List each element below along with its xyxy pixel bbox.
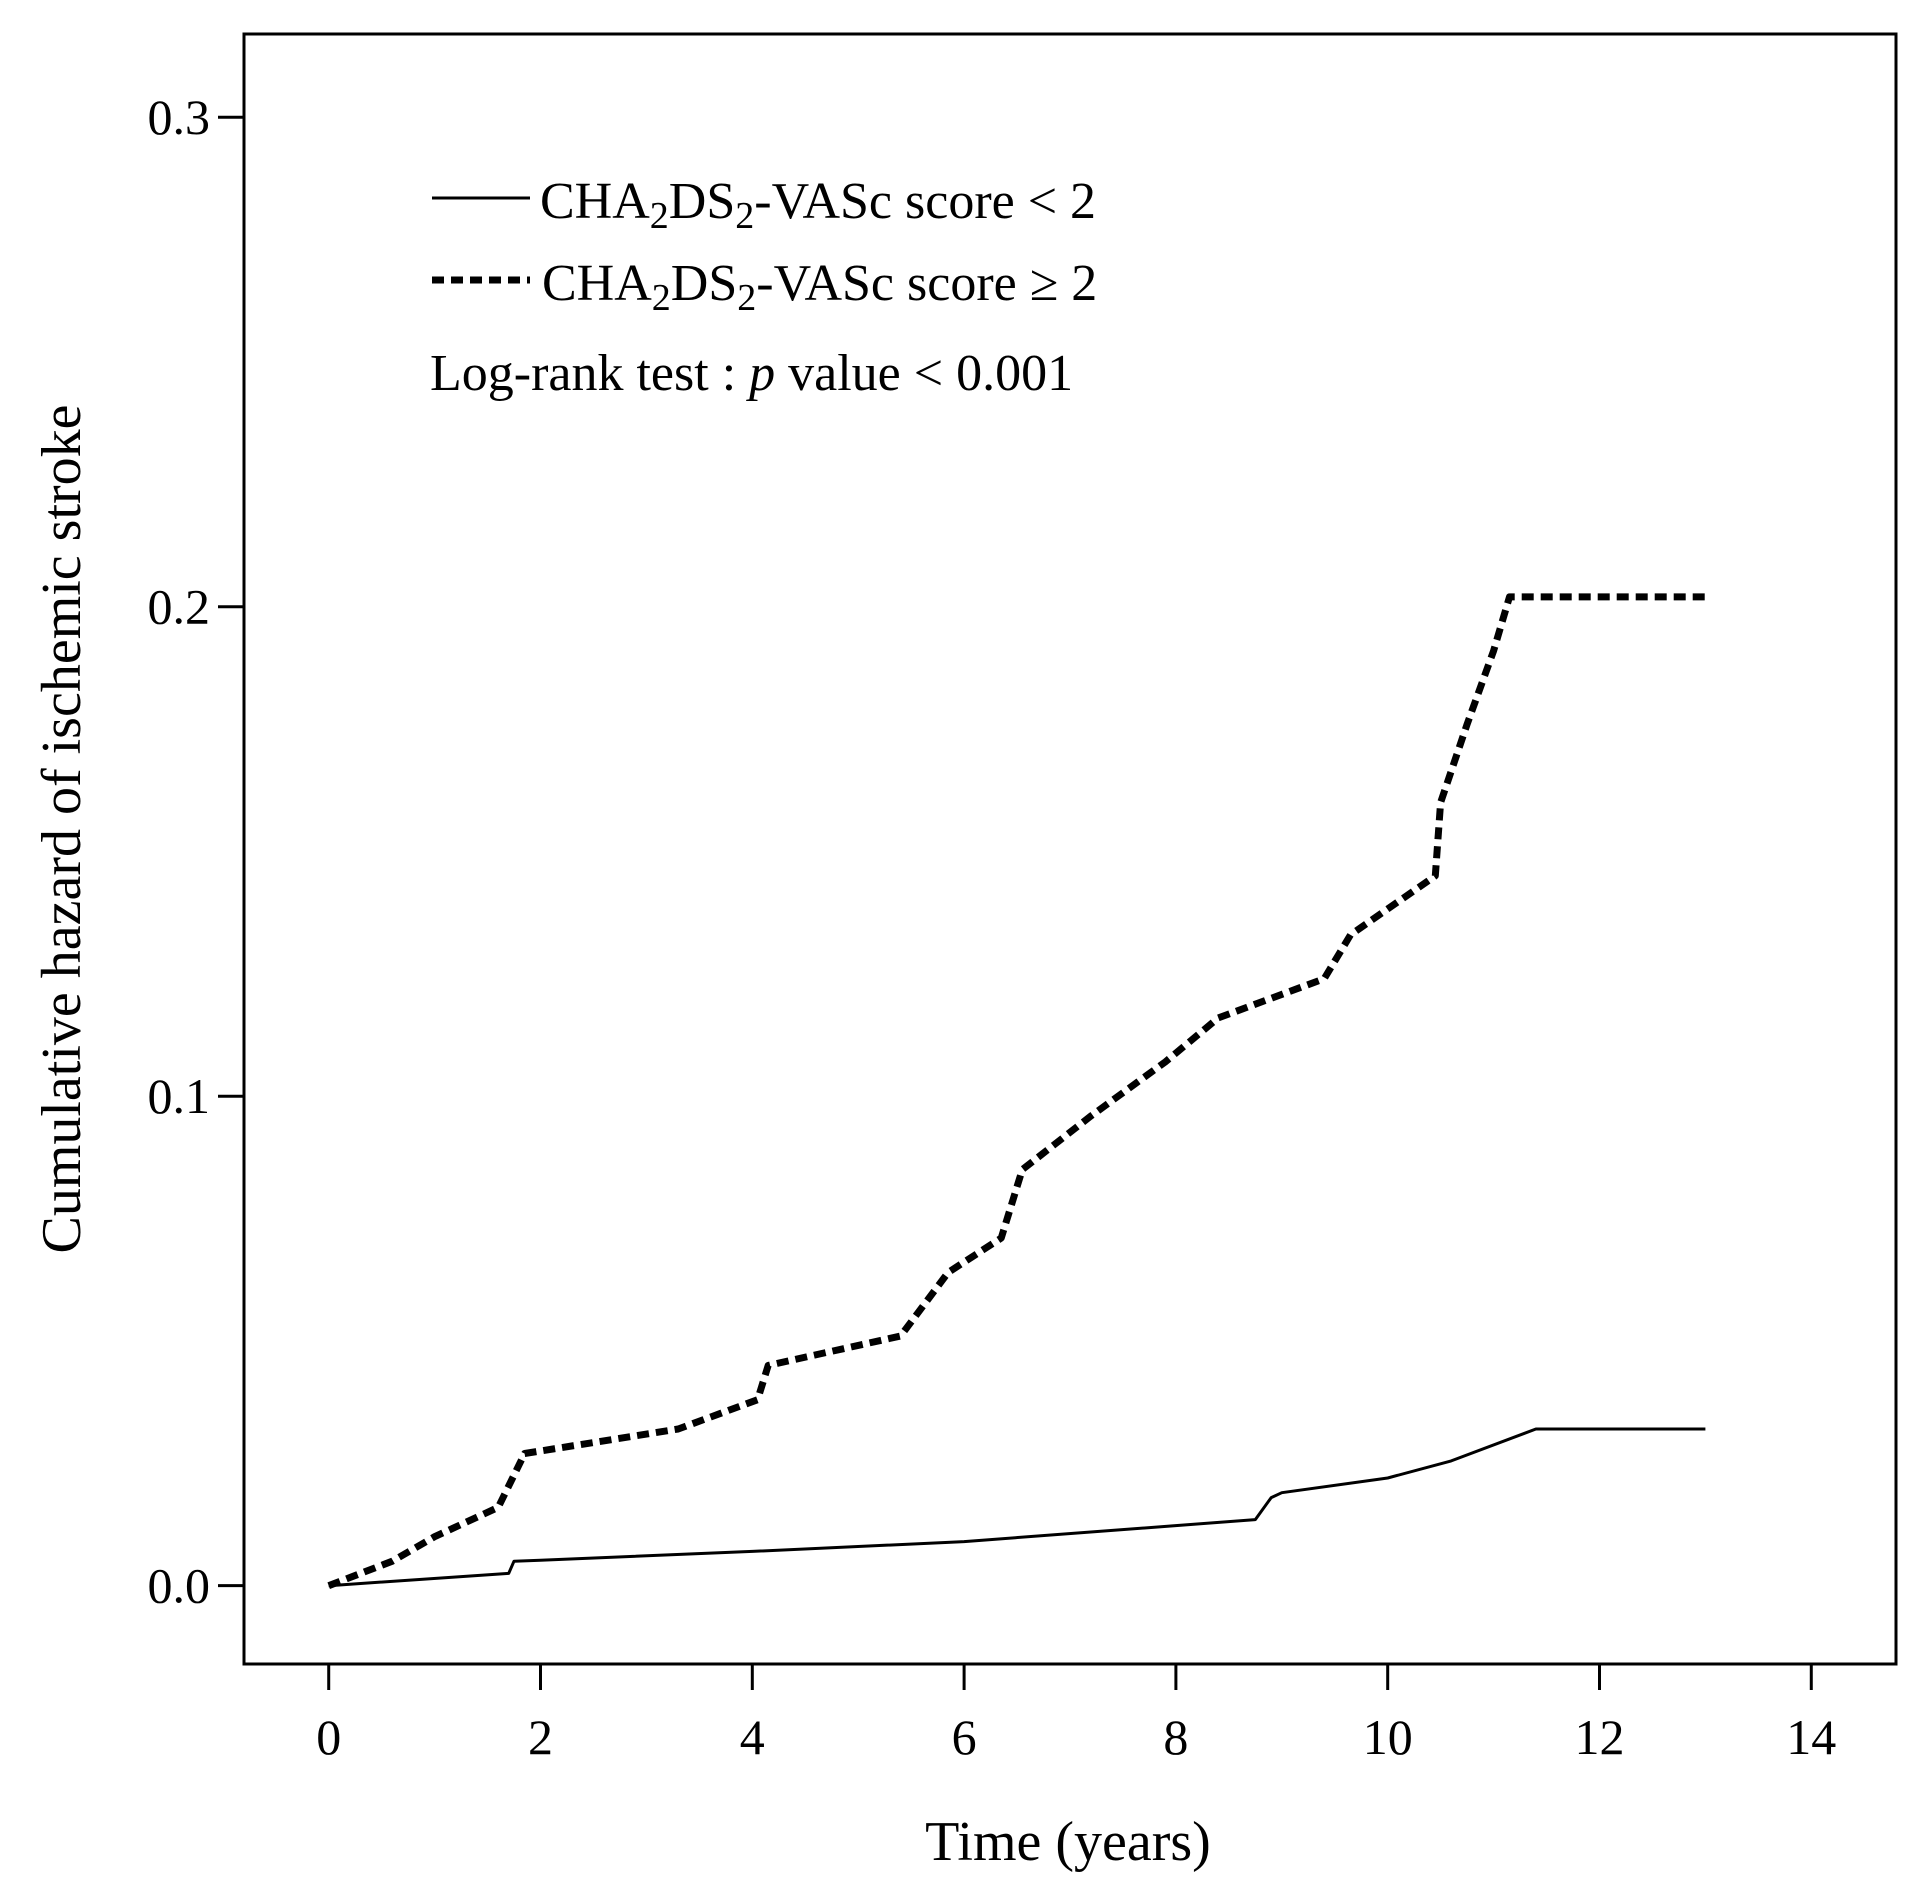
y-tick-label: 0.3 — [148, 89, 211, 145]
y-axis-title: Cumulative hazard of ischemic stroke — [31, 404, 93, 1253]
x-axis: 0 2 4 6 8 10 12 14 — [316, 1664, 1836, 1765]
log-rank-annotation: Log-rank test : p value < 0.001 — [430, 345, 1073, 402]
legend-label-dashed: CHA2DS2-VASc score ≥ 2 — [542, 255, 1097, 319]
x-tick-label: 2 — [528, 1709, 553, 1765]
x-tick-label: 0 — [316, 1709, 341, 1765]
series-line-score-lt-2 — [328, 1427, 1706, 1588]
plot-frame — [242, 32, 1898, 1666]
x-tick-label: 8 — [1163, 1709, 1188, 1765]
x-tick-label: 10 — [1363, 1709, 1413, 1765]
y-tick-label: 0.0 — [148, 1558, 211, 1614]
legend: CHA2DS2-VASc score < 2 CHA2DS2-VASc scor… — [430, 173, 1097, 402]
y-axis: 0.0 0.1 0.2 0.3 — [148, 89, 244, 1614]
x-tick-label: 4 — [740, 1709, 765, 1765]
x-tick-label: 14 — [1786, 1709, 1836, 1765]
y-tick-label: 0.1 — [148, 1068, 211, 1124]
series-layer — [327, 593, 1706, 1589]
x-tick-label: 12 — [1574, 1709, 1624, 1765]
x-axis-title: Time (years) — [925, 1811, 1211, 1873]
y-tick-label: 0.2 — [148, 579, 211, 635]
legend-label-solid: CHA2DS2-VASc score < 2 — [540, 173, 1096, 237]
x-tick-label: 6 — [952, 1709, 977, 1765]
series-line-score-ge-2 — [327, 593, 1706, 1589]
